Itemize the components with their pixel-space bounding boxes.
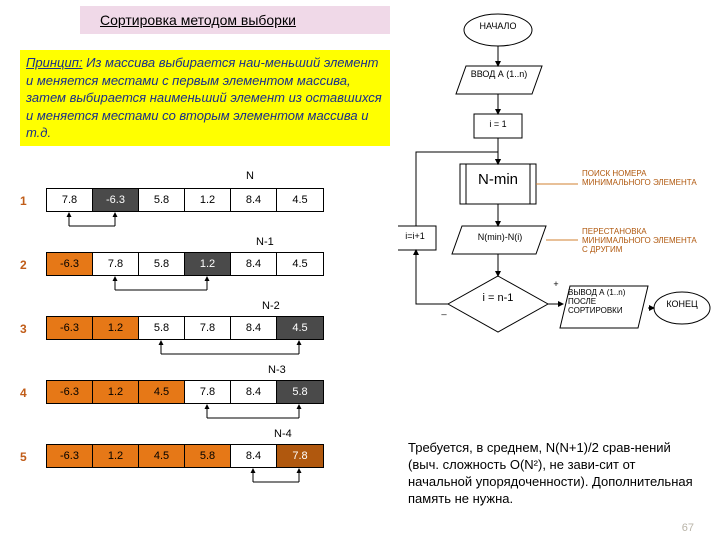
cell: 1.2 <box>185 189 231 211</box>
cells: -6.31.24.55.88.47.8 <box>46 444 324 468</box>
cell: 5.8 <box>277 381 323 403</box>
flowchart: НАЧАЛО ВВОД А (1..n) i = 1 N-min N(min)-… <box>398 8 718 438</box>
cell: 8.4 <box>231 445 277 467</box>
range-label: N-3 <box>268 364 286 376</box>
swap-arrow <box>46 276 322 298</box>
cell: 7.8 <box>93 253 139 275</box>
array-row-4: 4-6.31.24.57.88.45.8N-3 <box>20 380 400 426</box>
row-number: 3 <box>20 322 27 336</box>
flow-note-2: ПЕРЕСТАНОВКА МИНИМАЛЬНОГО ЭЛЕМЕНТА С ДРУ… <box>582 228 702 254</box>
cells: 7.8-6.35.81.28.44.5 <box>46 188 324 212</box>
cell: 7.8 <box>185 317 231 339</box>
flow-output: ВЫВОД А (1..n) ПОСЛЕ СОРТИРОВКИ <box>568 289 638 315</box>
cell: 5.8 <box>139 317 185 339</box>
flow-plus: + <box>550 280 562 290</box>
swap-arrow <box>46 212 322 234</box>
array-row-5: 5-6.31.24.55.88.47.8N-4 <box>20 444 400 490</box>
flow-start: НАЧАЛО <box>464 22 532 32</box>
array-illustration: 17.8-6.35.81.28.44.5N2-6.37.85.81.28.44.… <box>20 188 400 508</box>
flow-nmin: N-min <box>464 172 532 189</box>
flow-inc: i=i+1 <box>394 232 436 242</box>
cell: -6.3 <box>93 189 139 211</box>
page-number: 67 <box>682 522 694 534</box>
flow-swap: N(min)-N(i) <box>460 233 540 243</box>
swap-arrow <box>46 340 322 362</box>
flow-end: КОНЕЦ <box>662 300 702 310</box>
cells: -6.31.25.87.88.44.5 <box>46 316 324 340</box>
flow-init: i = 1 <box>474 120 522 130</box>
range-label: N-4 <box>274 428 292 440</box>
cell: 5.8 <box>139 253 185 275</box>
array-row-2: 2-6.37.85.81.28.44.5N-1 <box>20 252 400 298</box>
range-label: N <box>246 170 254 182</box>
array-row-1: 17.8-6.35.81.28.44.5N <box>20 188 400 234</box>
cell: 1.2 <box>93 445 139 467</box>
cell: 7.8 <box>277 445 323 467</box>
swap-arrow <box>46 468 322 490</box>
cell: -6.3 <box>47 253 93 275</box>
cell: 4.5 <box>139 445 185 467</box>
cell: 5.8 <box>185 445 231 467</box>
principle-label: Принцип: <box>26 55 82 70</box>
cells: -6.37.85.81.28.44.5 <box>46 252 324 276</box>
row-number: 2 <box>20 258 27 272</box>
cell: 8.4 <box>231 381 277 403</box>
cell: 4.5 <box>277 317 323 339</box>
cell: 5.8 <box>139 189 185 211</box>
flow-input: ВВОД А (1..n) <box>464 70 534 80</box>
page-title: Сортировка методом выборки <box>80 6 390 34</box>
cell: 4.5 <box>277 253 323 275</box>
cell: 7.8 <box>47 189 93 211</box>
row-number: 5 <box>20 450 27 464</box>
range-label: N-1 <box>256 236 274 248</box>
cells: -6.31.24.57.88.45.8 <box>46 380 324 404</box>
cell: -6.3 <box>47 381 93 403</box>
cell: -6.3 <box>47 317 93 339</box>
swap-arrow <box>46 404 322 426</box>
range-label: N-2 <box>262 300 280 312</box>
cell: 1.2 <box>185 253 231 275</box>
cell: -6.3 <box>47 445 93 467</box>
cell: 1.2 <box>93 381 139 403</box>
flow-minus: _ <box>438 306 450 316</box>
cell: 1.2 <box>93 317 139 339</box>
row-number: 1 <box>20 194 27 208</box>
flow-cond: i = n-1 <box>468 292 528 304</box>
flow-note-1: ПОИСК НОМЕРА МИНИМАЛЬНОГО ЭЛЕМЕНТА <box>582 170 702 188</box>
principle-box: Принцип: Из массива выбирается наи-меньш… <box>20 50 390 146</box>
cell: 8.4 <box>231 317 277 339</box>
complexity-text: Требуется, в среднем, N(N+1)/2 срав-нени… <box>408 440 703 508</box>
cell: 8.4 <box>231 189 277 211</box>
array-row-3: 3-6.31.25.87.88.44.5N-2 <box>20 316 400 362</box>
cell: 4.5 <box>139 381 185 403</box>
cell: 4.5 <box>277 189 323 211</box>
cell: 8.4 <box>231 253 277 275</box>
row-number: 4 <box>20 386 27 400</box>
cell: 7.8 <box>185 381 231 403</box>
